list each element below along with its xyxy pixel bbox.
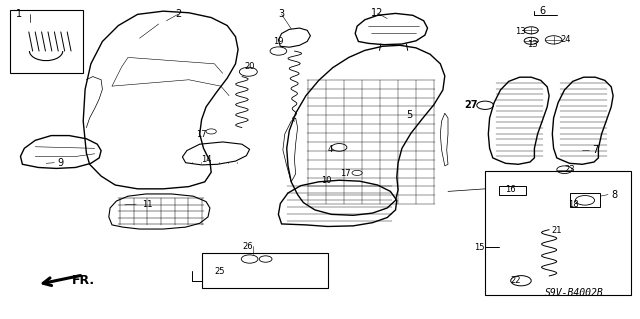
Text: 22: 22 <box>511 276 521 285</box>
Text: 15: 15 <box>474 243 484 252</box>
Text: 9: 9 <box>58 158 64 168</box>
Text: 5: 5 <box>406 110 413 120</box>
Text: 11: 11 <box>142 200 152 209</box>
Text: 26: 26 <box>242 242 253 251</box>
Text: 17: 17 <box>340 169 351 178</box>
Text: 13: 13 <box>527 40 538 48</box>
Text: 4: 4 <box>328 145 333 154</box>
Text: 23: 23 <box>564 165 575 174</box>
Bar <box>10 10 83 73</box>
Text: 21: 21 <box>552 226 562 235</box>
Bar <box>499 186 526 195</box>
Text: 14: 14 <box>201 155 211 164</box>
Bar <box>485 171 631 295</box>
Text: 12: 12 <box>371 8 384 18</box>
Text: 25: 25 <box>214 267 225 276</box>
Text: 17: 17 <box>196 130 206 139</box>
Text: 10: 10 <box>321 176 332 185</box>
Text: 3: 3 <box>278 9 285 19</box>
Text: 18: 18 <box>568 200 579 209</box>
Text: 8: 8 <box>611 189 618 200</box>
Bar <box>202 253 328 288</box>
Text: S9V-B4002B: S9V-B4002B <box>545 288 604 298</box>
Text: 20: 20 <box>244 63 255 71</box>
Text: 19: 19 <box>273 37 284 46</box>
Text: 16: 16 <box>505 185 515 194</box>
Text: 13: 13 <box>515 27 526 36</box>
Text: 1: 1 <box>16 9 22 19</box>
Text: 27: 27 <box>464 100 477 110</box>
Bar <box>570 193 600 207</box>
Text: 7: 7 <box>592 145 598 155</box>
Text: 2: 2 <box>175 9 181 19</box>
Text: 24: 24 <box>560 35 570 44</box>
Text: 6: 6 <box>540 6 546 16</box>
Text: FR.: FR. <box>72 274 95 286</box>
